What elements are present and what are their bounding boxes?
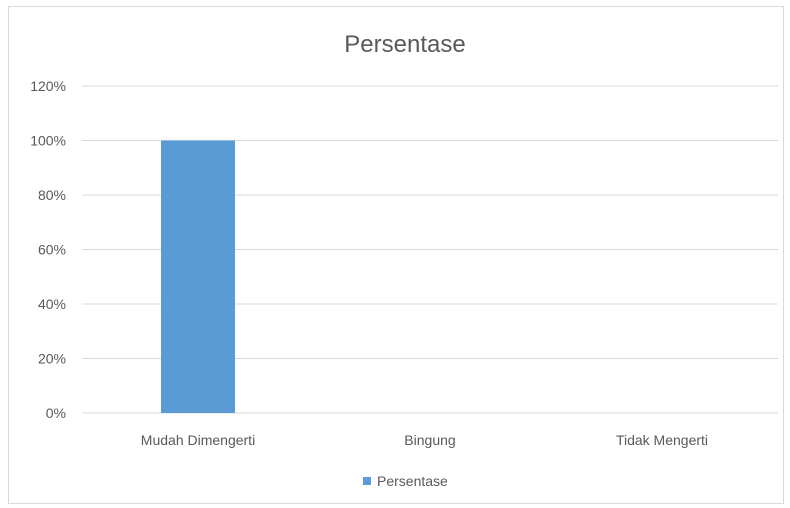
chart-title: Persentase bbox=[344, 31, 465, 58]
y-tick-label: 100% bbox=[30, 133, 66, 149]
x-tick-label: Bingung bbox=[404, 432, 455, 448]
legend: Persentase bbox=[363, 473, 448, 489]
bars bbox=[161, 140, 235, 413]
x-tick-label: Mudah Dimengerti bbox=[141, 432, 255, 448]
y-tick-label: 80% bbox=[38, 187, 66, 203]
y-tick-label: 120% bbox=[30, 78, 66, 94]
y-axis-tick-labels: 0% 20% 40% 60% 80% 100% 120% bbox=[30, 78, 66, 421]
x-axis-tick-labels: Mudah Dimengerti Bingung Tidak Mengerti bbox=[141, 432, 708, 448]
bar bbox=[161, 140, 235, 413]
y-tick-label: 60% bbox=[38, 242, 66, 258]
chart-frame bbox=[8, 6, 784, 504]
legend-label: Persentase bbox=[377, 473, 448, 489]
y-tick-label: 20% bbox=[38, 351, 66, 367]
y-tick-label: 40% bbox=[38, 296, 66, 312]
x-tick-label: Tidak Mengerti bbox=[616, 432, 708, 448]
legend-swatch bbox=[363, 477, 371, 485]
y-tick-label: 0% bbox=[46, 405, 66, 421]
